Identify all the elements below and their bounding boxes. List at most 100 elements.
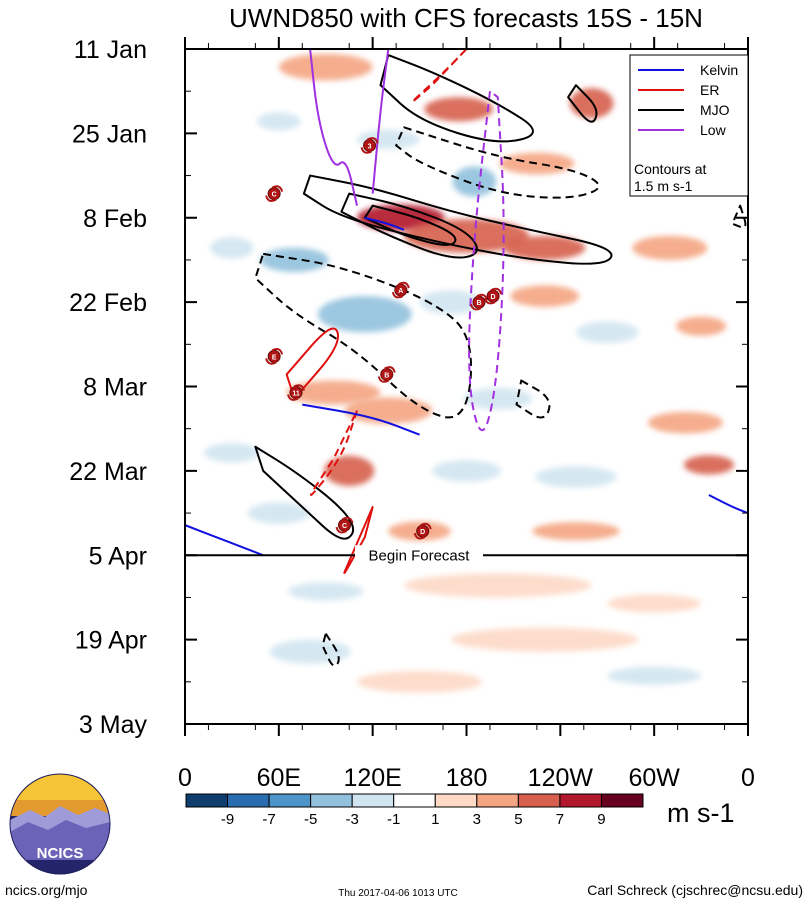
storm-arm <box>271 348 284 355</box>
er-contour <box>285 327 340 400</box>
mjo-contour <box>254 252 472 419</box>
kelvin-contour <box>185 524 264 557</box>
mjo-contour <box>363 204 457 246</box>
storm-label: A <box>398 288 403 295</box>
anomaly-patch <box>607 594 702 613</box>
storm-arm <box>476 293 488 301</box>
colorbar-units: m s-1 <box>667 798 735 828</box>
colorbar-segment <box>268 793 312 808</box>
storm-arm <box>360 147 372 154</box>
legend-note-1: Contours at <box>634 161 706 177</box>
storm-symbol: A <box>391 281 410 299</box>
ncics-logo: NCICS <box>9 773 111 875</box>
storm-label: B <box>476 300 481 307</box>
er-contour <box>310 409 359 496</box>
er-contour <box>343 506 374 574</box>
forecast-start-label: Begin Forecast <box>369 547 471 564</box>
legend-label: ER <box>700 82 719 98</box>
anomaly-patch <box>647 411 723 434</box>
colorbar-label: 9 <box>597 811 605 828</box>
storm-label: 3 <box>368 143 372 150</box>
storm-symbol: B <box>470 293 488 311</box>
storm-arm <box>470 303 482 311</box>
storm-arm <box>420 522 432 530</box>
storm-arm <box>377 376 390 383</box>
storm-arm <box>342 516 354 524</box>
chart-title: UWND850 with CFS forecasts 15S - 15N <box>229 3 703 33</box>
storm-arm <box>413 532 426 540</box>
anomaly-patch <box>344 397 433 424</box>
colorbar-label: -5 <box>304 811 317 828</box>
legend-note-2: 1.5 m s-1 <box>634 178 693 194</box>
anomaly-patch <box>510 285 580 307</box>
colorbar-segment <box>351 793 395 808</box>
colorbar-segment <box>476 793 519 808</box>
anomaly-patch <box>450 627 639 652</box>
x-tick-label: 180 <box>446 764 488 792</box>
mjo-contour <box>321 632 340 667</box>
colorbar-segment <box>185 793 229 808</box>
x-tick-label: 0 <box>741 764 755 792</box>
mjo-contour <box>379 54 534 143</box>
colorbar: -9 -7 -5 -3 -1 1 3 5 7 9 <box>185 793 644 828</box>
legend-label: Kelvin <box>700 62 738 78</box>
storm-symbol: C <box>335 516 354 534</box>
storm-arm <box>271 185 284 192</box>
legend: Kelvin ER MJO Low Contours at 1.5 m s-1 <box>629 54 749 197</box>
logo-text: NCICS <box>37 845 84 862</box>
colorbar-segment <box>227 793 270 808</box>
storm-arm <box>265 195 277 202</box>
kelvin-contour <box>364 216 405 231</box>
colorbar-label: -9 <box>221 811 234 828</box>
colorbar-label: 7 <box>556 811 564 828</box>
storm-symbol: B <box>377 366 396 383</box>
storm-symbol: D <box>484 287 503 305</box>
er-contour <box>411 49 468 104</box>
storm-symbol: 3 <box>360 137 379 154</box>
anomaly-patch <box>247 502 311 524</box>
x-tick-label: 0 <box>178 764 192 792</box>
anomaly-patch <box>504 235 586 260</box>
anomaly-patch <box>286 380 381 405</box>
footer-timestamp: Thu 2017-04-06 1013 UTC <box>338 888 458 899</box>
x-tick-label: 120W <box>528 764 594 792</box>
y-tick-label: 8 Mar <box>83 374 147 402</box>
anomaly-patch <box>676 316 727 336</box>
storm-arm <box>398 281 410 289</box>
storm-arm <box>484 297 496 305</box>
colorbar-segment <box>310 793 353 808</box>
y-tick-label: 25 Jan <box>72 120 147 148</box>
storm-arm <box>384 366 396 373</box>
kelvin-contour <box>708 494 748 514</box>
anomaly-patch <box>288 582 364 601</box>
colorbar-segment <box>434 793 478 808</box>
y-tick-label: 19 Apr <box>75 627 147 655</box>
storm-symbol: 11 <box>287 384 306 401</box>
anomaly-patch <box>260 247 329 272</box>
anomaly-patch <box>256 112 301 131</box>
low-contour <box>371 49 390 194</box>
mjo-contour <box>302 174 613 265</box>
colorbar-segment <box>600 793 644 808</box>
mjo-contour <box>567 84 598 123</box>
y-tick-label: 22 Mar <box>69 458 147 486</box>
anomaly-patch <box>203 443 261 463</box>
anomaly-patch <box>317 296 412 333</box>
storm-symbol: D <box>413 522 432 540</box>
storm-symbol: C <box>265 185 284 202</box>
x-tick-label: 60E <box>257 764 301 792</box>
colorbar-segment <box>517 793 561 808</box>
legend-label: MJO <box>700 102 730 118</box>
forecast-label-background <box>355 545 483 566</box>
low-contour <box>468 90 505 432</box>
x-tick-label: 60W <box>628 764 680 792</box>
anomaly-patch <box>532 522 620 541</box>
storm-label: B <box>384 372 389 379</box>
mjo-contour <box>395 126 600 199</box>
storm-arm <box>391 291 404 299</box>
anomaly-patch <box>463 387 533 410</box>
footer-url: ncics.org/mjo <box>5 882 88 898</box>
anomaly-patch <box>278 53 373 81</box>
storm-arm <box>265 358 277 365</box>
